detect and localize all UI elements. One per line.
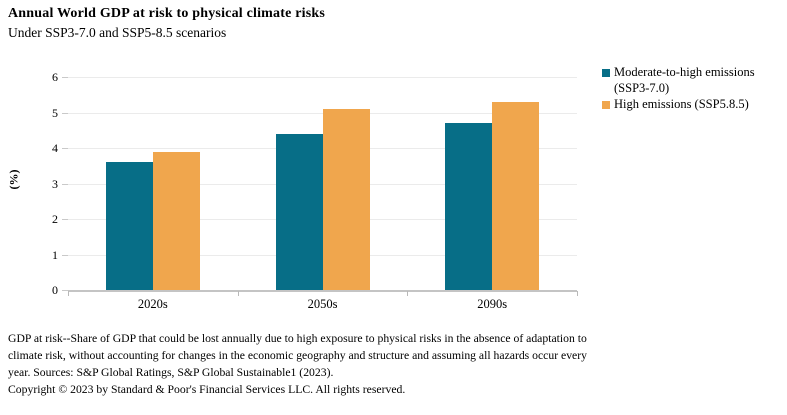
chart-title: Annual World GDP at risk to physical cli… bbox=[8, 6, 325, 21]
y-tick-label-4: 4 bbox=[52, 141, 58, 155]
legend-label: Moderate-to-high emissions (SSP3-7.0) bbox=[614, 65, 755, 95]
legend-marker-icon bbox=[602, 69, 610, 77]
y-axis-title: (%) bbox=[6, 169, 21, 190]
y-tick-mark-0 bbox=[62, 290, 68, 291]
footnote-block: GDP at risk--Share of GDP that could be … bbox=[8, 330, 606, 398]
chart-subtitle: Under SSP3-7.0 and SSP5-8.5 scenarios bbox=[8, 25, 227, 40]
gridline-6 bbox=[68, 77, 577, 78]
legend-label: High emissions (SSP5.8.5) bbox=[614, 97, 749, 111]
y-tick-mark-3 bbox=[62, 183, 68, 185]
legend-item-2: High emissions (SSP5.8.5) bbox=[602, 97, 782, 113]
bar-2020s-series2 bbox=[152, 151, 200, 290]
x-tick-mark-0 bbox=[68, 291, 69, 296]
copyright-text: Copyright © 2023 by Standard & Poor's Fi… bbox=[8, 383, 406, 396]
footnote-text: GDP at risk--Share of GDP that could be … bbox=[8, 332, 587, 379]
bar-2050s-series1 bbox=[275, 133, 323, 290]
x-category-label-2050s: 2050s bbox=[307, 297, 338, 311]
y-tick-label-0: 0 bbox=[52, 283, 58, 297]
x-category-label-2020s: 2020s bbox=[137, 297, 168, 311]
y-tick-label-5: 5 bbox=[52, 105, 58, 120]
bar-2090s-series1 bbox=[445, 123, 493, 290]
x-tick-mark-3 bbox=[577, 291, 578, 296]
bar-2050s-series2 bbox=[322, 108, 370, 290]
y-tick-mark-5 bbox=[62, 112, 68, 114]
legend-item-1: Moderate-to-high emissions (SSP3-7.0) bbox=[602, 65, 782, 96]
x-tick-mark-2 bbox=[407, 291, 409, 296]
bar-2090s-series2 bbox=[492, 101, 540, 290]
x-category-label-2090s: 2090s bbox=[477, 297, 508, 311]
y-tick-mark-6 bbox=[62, 77, 68, 78]
y-tick-mark-1 bbox=[62, 254, 68, 256]
legend: Moderate-to-high emissions (SSP3-7.0) Hig… bbox=[602, 65, 782, 114]
x-axis-line bbox=[68, 290, 577, 292]
y-tick-mark-4 bbox=[62, 148, 68, 149]
legend-marker-icon bbox=[602, 101, 610, 109]
y-tick-label-6: 6 bbox=[52, 70, 58, 84]
y-tick-label-1: 1 bbox=[52, 247, 58, 262]
y-tick-label-2: 2 bbox=[52, 212, 58, 226]
y-tick-mark-2 bbox=[62, 219, 68, 220]
chart-area: (%) Moderate-to-high emissions (SSP3-7.0… bbox=[6, 65, 782, 311]
bar-2020s-series1 bbox=[105, 162, 153, 290]
x-tick-mark-1 bbox=[237, 291, 239, 296]
y-tick-label-3: 3 bbox=[52, 176, 58, 191]
